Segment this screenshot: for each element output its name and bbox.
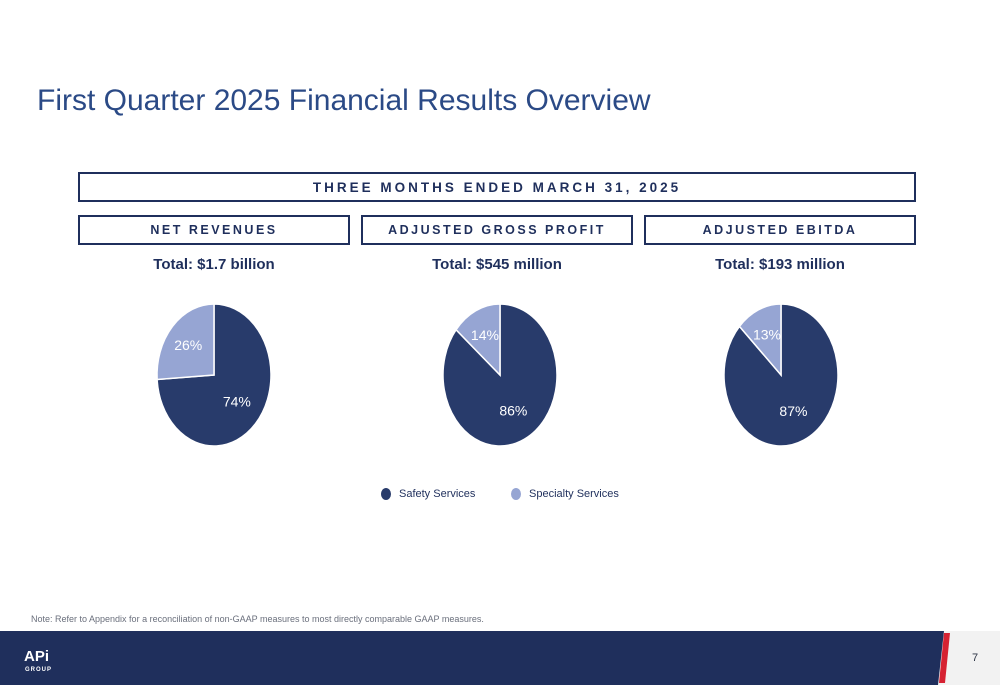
legend-item-specialty-services: Specialty Services xyxy=(511,488,619,500)
section-header-adjusted-gross-profit: ADJUSTED GROSS PROFIT xyxy=(361,215,633,245)
svg-text:APi: APi xyxy=(24,648,49,665)
svg-text:GROUP: GROUP xyxy=(25,667,52,673)
legend-item-safety-services: Safety Services xyxy=(381,488,475,500)
pie-label-safety-services: 87% xyxy=(779,403,807,419)
total-adjusted-gross-profit: Total: $545 million xyxy=(432,256,562,273)
pie-label-specialty-services: 26% xyxy=(174,337,202,353)
total-adjusted-ebitda: Total: $193 million xyxy=(715,256,845,273)
footnote: Note: Refer to Appendix for a reconcilia… xyxy=(31,614,484,624)
legend-label-specialty-services: Specialty Services xyxy=(529,488,619,500)
pie-slice-specialty-services xyxy=(156,303,215,381)
page-title: First Quarter 2025 Financial Results Ove… xyxy=(37,84,651,117)
pie-slice-specialty-services xyxy=(738,303,782,378)
pie-slice-specialty-services xyxy=(455,303,501,377)
legend-label-safety-services: Safety Services xyxy=(399,488,476,500)
api-group-logo: APi GROUP xyxy=(24,648,52,673)
pie-chart-adjusted-ebitda: 87% 13% xyxy=(723,303,839,447)
period-header: THREE MONTHS ENDED MARCH 31, 2025 xyxy=(78,172,916,202)
section-header-net-revenues: NET REVENUES xyxy=(78,215,350,245)
page-number: 7 xyxy=(972,652,979,664)
total-net-revenues: Total: $1.7 billion xyxy=(153,256,275,273)
corner-accent xyxy=(938,631,1000,685)
section-header-adjusted-ebitda: ADJUSTED EBITDA xyxy=(644,215,916,245)
pie-label-safety-services: 74% xyxy=(223,394,251,410)
pie-label-specialty-services: 14% xyxy=(471,327,499,343)
pie-chart-adjusted-gross-profit: 86% 14% xyxy=(442,303,558,447)
safety-services-swatch xyxy=(381,488,391,500)
specialty-services-swatch xyxy=(511,488,521,500)
pie-label-safety-services: 86% xyxy=(499,402,527,418)
footer-bar xyxy=(0,631,1000,685)
pie-label-specialty-services: 13% xyxy=(753,327,781,343)
pie-chart-net-revenues: 74% 26% xyxy=(156,303,272,447)
